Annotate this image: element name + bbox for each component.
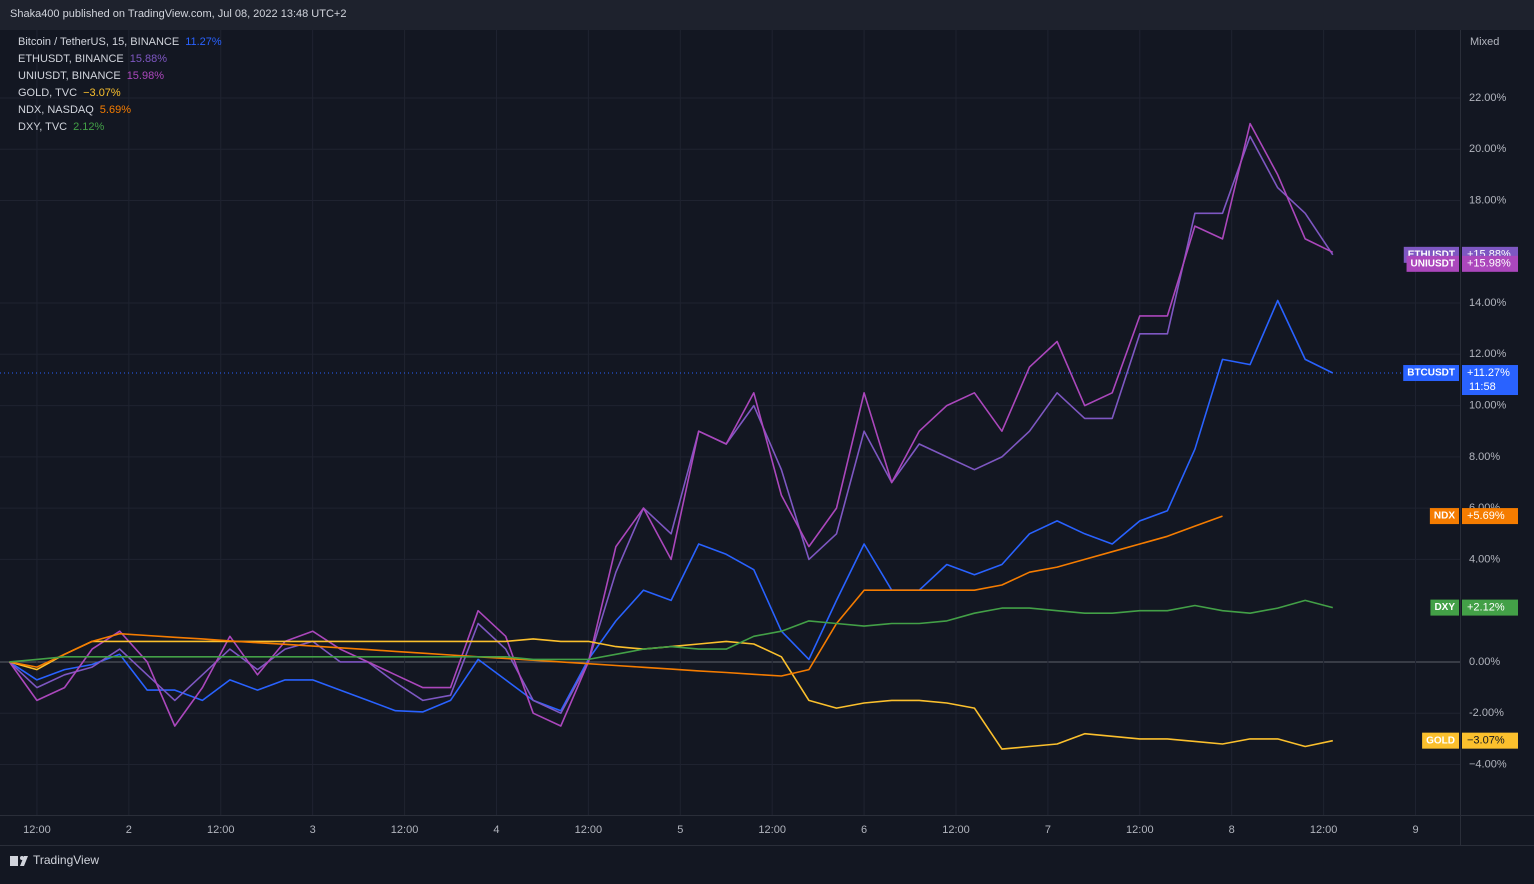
x-tick-label: 5 — [677, 824, 683, 836]
logo — [10, 856, 28, 866]
legend-value: 2.12% — [73, 121, 104, 133]
x-tick-label: 12:00 — [391, 824, 419, 836]
y-tick-label: 10.00% — [1469, 399, 1507, 411]
last-value: −3.07% — [1467, 735, 1505, 747]
x-tick-label: 12:00 — [1310, 824, 1338, 836]
x-tick-label: 12:00 — [1126, 824, 1154, 836]
x-tick-label: 2 — [126, 824, 132, 836]
tag: DXY — [1434, 602, 1455, 613]
brand[interactable]: TradingView — [33, 853, 99, 867]
y-tick-label: 14.00% — [1469, 297, 1507, 309]
value-bg — [1462, 732, 1518, 749]
x-tick-label: 7 — [1045, 824, 1051, 836]
series-line — [8, 135, 1334, 714]
x-tick-label: 12:00 — [207, 824, 235, 836]
x-tick-label: 12:00 — [23, 824, 51, 836]
x-tick-label: 12:00 — [942, 824, 970, 836]
x-tick-label: 3 — [310, 824, 316, 836]
legend-name[interactable]: GOLD, TVC — [18, 87, 77, 99]
last-value: +15.98% — [1467, 258, 1511, 270]
tag-bg — [1406, 255, 1459, 272]
publish-info: Shaka400 published on TradingView.com, J… — [10, 8, 346, 20]
legend-value: 11.27% — [185, 36, 222, 48]
tag-bg — [1422, 732, 1459, 749]
legend-name[interactable]: DXY, TVC — [18, 121, 67, 133]
value-bg — [1462, 255, 1518, 272]
legend-value: −3.07% — [83, 87, 121, 99]
x-tick-label: 12:00 — [758, 824, 786, 836]
last-value: +2.12% — [1467, 602, 1505, 614]
series-line — [9, 599, 1334, 663]
legend: Bitcoin / TetherUS, 15, BINANCE 11.27% ETH… — [18, 36, 222, 133]
grid: 22.00%20.00%18.00%14.00%12.00%10.00%8.00… — [0, 30, 1507, 836]
value-bg — [1462, 599, 1518, 616]
series-line — [8, 299, 1334, 713]
tag-bg — [1403, 365, 1459, 382]
legend-name[interactable]: ETHUSDT, BINANCE — [18, 53, 124, 65]
y-tick-label: 8.00% — [1469, 451, 1500, 463]
y-tick-label: 20.00% — [1469, 143, 1507, 155]
series-line — [9, 515, 1223, 677]
x-tick-label: 9 — [1412, 824, 1418, 836]
top-bar — [0, 0, 1534, 30]
tag: ETHUSDT — [1408, 249, 1455, 260]
tag: GOLD — [1426, 735, 1455, 746]
tag: NDX — [1434, 511, 1455, 522]
value-bg — [1462, 508, 1518, 525]
series-line — [8, 122, 1334, 727]
plot — [0, 122, 1460, 750]
legend-name[interactable]: UNIUSDT, BINANCE — [18, 70, 121, 82]
scale-mode[interactable]: Mixed — [1470, 36, 1499, 48]
countdown: 11:58 — [1469, 381, 1496, 393]
y-tick-label: 4.00% — [1469, 553, 1500, 565]
x-tick-label: 4 — [493, 824, 499, 836]
legend-name[interactable]: NDX, NASDAQ — [18, 104, 94, 116]
legend-value: 15.98% — [127, 70, 165, 82]
last-value: +11.27% — [1467, 367, 1510, 379]
y-tick-label: 0.00% — [1469, 656, 1500, 668]
y-tick-label: 22.00% — [1469, 92, 1507, 104]
last-value: +5.69% — [1467, 510, 1505, 522]
tag-bg — [1430, 599, 1459, 616]
y-tick-label: 12.00% — [1469, 348, 1507, 360]
y-tick-label: -2.00% — [1469, 707, 1504, 719]
y-tick-label: −4.00% — [1469, 758, 1507, 770]
x-tick-label: 12:00 — [575, 824, 603, 836]
legend-value: 15.88% — [130, 53, 168, 65]
tag-bg — [1429, 508, 1459, 525]
x-tick-label: 6 — [861, 824, 867, 836]
x-tick-label: 8 — [1229, 824, 1235, 836]
legend-value: 5.69% — [100, 104, 131, 116]
y-tick-label: 18.00% — [1469, 194, 1507, 206]
legend-name[interactable]: Bitcoin / TetherUS, 15, BINANCE — [18, 36, 179, 48]
tag: BTCUSDT — [1407, 368, 1455, 379]
tag: UNIUSDT — [1411, 258, 1455, 269]
value-bg — [1462, 365, 1518, 396]
